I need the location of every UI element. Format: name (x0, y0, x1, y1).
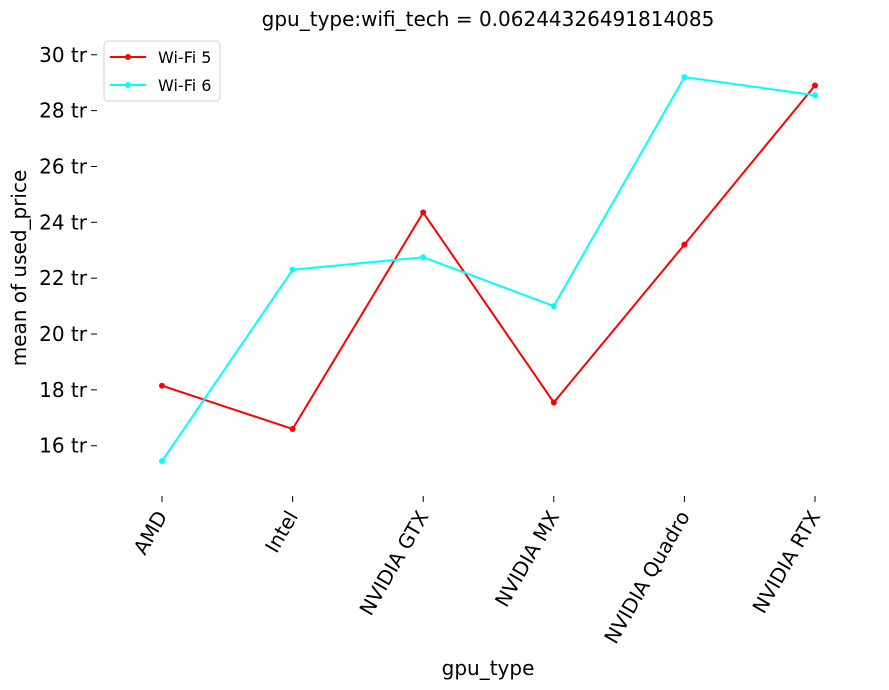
y-tick-label: 18 tr (39, 378, 88, 402)
chart-title: gpu_type:wifi_tech = 0.06244326491814085 (262, 7, 715, 31)
data-point (289, 425, 296, 432)
x-tick-label: NVIDIA RTX (747, 506, 825, 617)
y-tick-label: 28 tr (39, 99, 88, 123)
y-axis-label: mean of used_price (7, 170, 31, 367)
data-point (550, 303, 557, 310)
x-axis: AMD Intel NVIDIA GTX NVIDIA MX NVIDIA Quadro… (128, 496, 825, 648)
series-line (161, 76, 816, 462)
data-point (681, 74, 688, 81)
y-axis: 16 tr 18 tr 20 tr 22 tr 24 tr 26 tr 28 tr 30 tr (39, 43, 97, 458)
x-tick-label: NVIDIA MX (490, 506, 564, 611)
data-point (420, 209, 427, 216)
x-tick-label: AMD (128, 507, 172, 559)
x-axis-label: gpu_type (442, 656, 535, 680)
y-tick-label: 24 tr (39, 210, 88, 234)
data-point (159, 458, 165, 465)
legend-label: Wi-Fi 5 (158, 48, 211, 67)
y-tick-label: 20 tr (39, 322, 88, 346)
y-tick-label: 22 tr (39, 266, 88, 290)
data-point (812, 92, 818, 99)
data-point (550, 399, 557, 406)
data-point (289, 266, 296, 273)
y-tick-label: 16 tr (39, 434, 88, 458)
legend: Wi-Fi 5 Wi-Fi 6 (103, 40, 221, 102)
x-tick-label: NVIDIA GTX (354, 506, 433, 619)
data-point (159, 382, 165, 389)
series-line (161, 84, 816, 430)
y-tick-label: 30 tr (39, 43, 88, 67)
legend-marker (125, 54, 131, 60)
legend-marker (125, 82, 131, 88)
y-tick-label: 26 tr (39, 154, 88, 178)
legend-label: Wi-Fi 6 (158, 76, 211, 95)
data-point (681, 241, 688, 248)
data-point (420, 254, 427, 261)
series-layer (159, 74, 818, 465)
data-point (812, 82, 818, 89)
x-tick-label: NVIDIA Quadro (599, 507, 694, 648)
x-tick-label: Intel (260, 507, 303, 557)
